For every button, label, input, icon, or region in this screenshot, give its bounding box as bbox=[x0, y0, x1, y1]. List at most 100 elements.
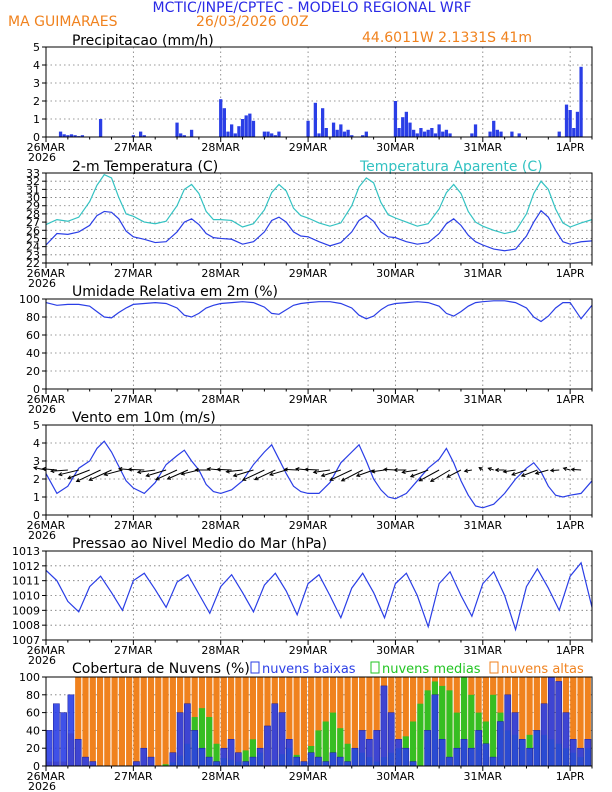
precip-bar bbox=[441, 131, 445, 137]
y-tick-label: 20 bbox=[26, 742, 40, 755]
precip-bar bbox=[444, 129, 449, 137]
plot-frame bbox=[45, 550, 593, 641]
x-year-label: 2026 bbox=[28, 277, 56, 290]
wind-title: Vento em 10m (m/s) bbox=[72, 410, 216, 426]
wind-vector-head bbox=[180, 471, 185, 476]
wind-vector-head bbox=[393, 467, 398, 473]
cloud-bar-nuvens-altas bbox=[213, 677, 220, 766]
wind-vector-head bbox=[409, 473, 415, 478]
y-tick-label: 60 bbox=[26, 707, 40, 720]
precip-bar bbox=[495, 129, 499, 137]
cloud-bar-nuvens-medias bbox=[439, 685, 446, 766]
wind-vector bbox=[410, 469, 429, 478]
wind-vector-head bbox=[570, 467, 575, 472]
wind-vector-head bbox=[562, 466, 568, 471]
precip-bar bbox=[415, 133, 419, 137]
location-label: MA GUIMARAES bbox=[8, 14, 118, 30]
precip-bar bbox=[273, 135, 277, 137]
cloud-bar-nuvens-altas bbox=[293, 677, 300, 766]
precip-bar bbox=[426, 129, 430, 137]
y-tick-label: 3 bbox=[33, 77, 40, 90]
wind-vector-head bbox=[32, 466, 38, 471]
y-tick-label: 1013 bbox=[12, 545, 40, 558]
cloud-bar-nuvens-altas bbox=[89, 677, 96, 766]
cloud-bar-nuvens-medias bbox=[344, 743, 351, 766]
precip-bar bbox=[131, 135, 135, 137]
clouds-title: Cobertura de Nuvens (%) bbox=[72, 661, 250, 677]
wind-vector-head bbox=[166, 475, 172, 480]
panel-clouds: Cobertura de Nuvens (%) 0 20 40 60 80 100 26MA… bbox=[19, 661, 593, 792]
wind-vector bbox=[104, 469, 123, 476]
wind-vector-head bbox=[511, 471, 516, 476]
cloud-bar-nuvens-baixas bbox=[67, 694, 75, 767]
x-tick-label: 27MAR bbox=[114, 770, 153, 783]
wind-vector-head bbox=[295, 466, 300, 472]
x-tick-label: 30MAR bbox=[376, 141, 415, 154]
x-tick-label: 26MAR bbox=[27, 519, 66, 532]
cloud-bar-nuvens-baixas bbox=[569, 739, 577, 767]
precip-bar bbox=[189, 129, 194, 137]
cloud-bar-nuvens-baixas bbox=[285, 739, 293, 767]
cloud-bar-nuvens-baixas bbox=[249, 756, 257, 767]
cloud-bar-nuvens-baixas bbox=[577, 747, 584, 767]
y-tick-label: 26 bbox=[26, 224, 40, 237]
precip-bar bbox=[572, 128, 576, 137]
wind-vector bbox=[269, 469, 287, 476]
cloud-bar-nuvens-baixas bbox=[191, 730, 199, 767]
cloud-bar-nuvens-altas bbox=[118, 677, 125, 766]
wind-vector-head bbox=[49, 468, 55, 474]
wind-vector-head bbox=[145, 473, 150, 478]
cloud-bar-nuvens-medias bbox=[446, 690, 453, 766]
wind-vector-head bbox=[103, 472, 108, 477]
wind-vector bbox=[419, 469, 440, 482]
wind-vector-head bbox=[88, 477, 93, 481]
precip-bar bbox=[430, 128, 434, 137]
x-tick-label: 28MAR bbox=[201, 519, 240, 532]
precip-bar bbox=[270, 133, 274, 137]
wind-vector bbox=[254, 469, 276, 481]
cloud-bar-nuvens-baixas bbox=[60, 712, 67, 767]
wind-vector-head bbox=[269, 471, 274, 477]
precip-bar bbox=[251, 120, 256, 137]
cloud-bar-nuvens-baixas bbox=[555, 681, 563, 767]
cloud-bar-nuvens-medias bbox=[162, 764, 169, 766]
wind-vector-head bbox=[41, 466, 46, 472]
cloud-bar-nuvens-medias bbox=[424, 690, 431, 766]
plot-frame bbox=[45, 676, 593, 767]
cloud-bar-nuvens-baixas bbox=[133, 761, 140, 767]
y-tick-label: 0 bbox=[33, 383, 40, 396]
cloud-bar-nuvens-altas bbox=[286, 677, 293, 766]
cloud-bar-nuvens-baixas bbox=[53, 703, 60, 767]
cloud-bar-nuvens-baixas bbox=[278, 712, 286, 767]
y-tick-label: 25 bbox=[26, 232, 40, 245]
x-year-label: 2026 bbox=[28, 151, 56, 164]
cloud-bar-nuvens-baixas bbox=[140, 747, 148, 767]
wind-vector-head bbox=[136, 469, 142, 475]
precip-bar bbox=[575, 111, 580, 137]
cloud-bar-nuvens-baixas bbox=[562, 712, 570, 767]
cloud-bar-nuvens-baixas bbox=[467, 747, 475, 767]
y-tick-label: 1 bbox=[33, 113, 40, 126]
wind-vector-head bbox=[320, 473, 326, 478]
x-tick-label: 26MAR bbox=[27, 141, 66, 154]
panel-precipitation: Precipitacao (mm/h) 0 1 2 3 4 5 26MAR 27MAR 28MA… bbox=[27, 33, 593, 164]
y-tick-label: 60 bbox=[26, 329, 40, 342]
precip-bar bbox=[448, 133, 452, 137]
precip-bar bbox=[317, 133, 321, 137]
precip-bar bbox=[437, 124, 441, 137]
cloud-bar-nuvens-altas bbox=[300, 677, 307, 766]
wind-vector bbox=[371, 469, 385, 473]
wind-vector-head bbox=[312, 469, 318, 475]
precip-bar bbox=[80, 135, 85, 137]
cloud-bar-nuvens-altas bbox=[82, 677, 89, 766]
cloud-bar-nuvens-altas bbox=[96, 677, 104, 766]
cloud-bar-nuvens-altas bbox=[264, 677, 271, 766]
cloud-bar-nuvens-medias bbox=[242, 750, 249, 766]
y-tick-label: 100 bbox=[19, 293, 40, 306]
cloud-bar-nuvens-altas bbox=[104, 677, 111, 766]
x-tick-label: 29MAR bbox=[289, 770, 328, 783]
cloud-bar-nuvens-baixas bbox=[213, 761, 220, 767]
wind-vector bbox=[242, 469, 265, 481]
plot-frame bbox=[45, 172, 593, 264]
cloud-bar-nuvens-baixas bbox=[351, 747, 359, 767]
